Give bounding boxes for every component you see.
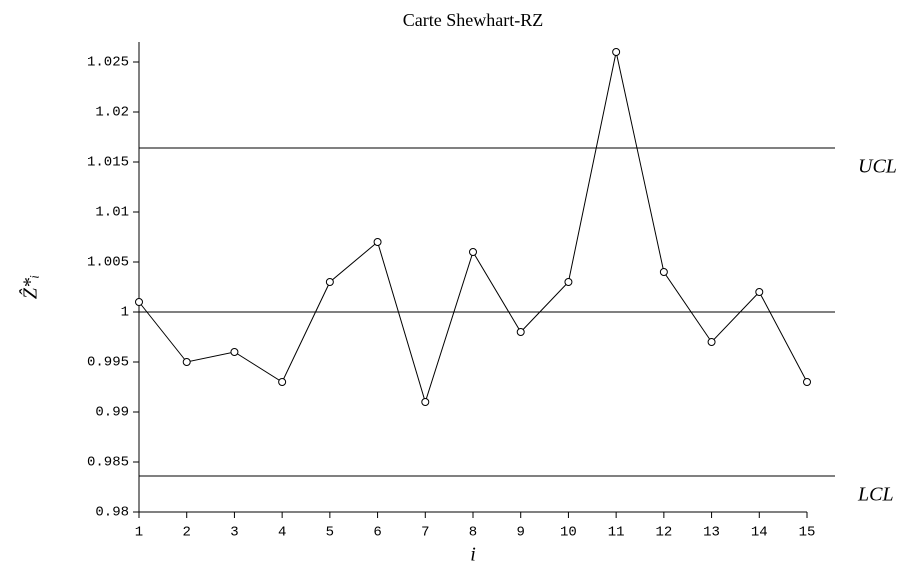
y-tick-label: 0.98: [95, 505, 129, 521]
data-point: [564, 278, 573, 286]
x-tick-label: 2: [183, 525, 191, 541]
data-point: [755, 288, 764, 296]
y-tick-label: 0.99: [95, 405, 129, 421]
control-label: LCL: [857, 484, 894, 506]
x-tick-label: 8: [469, 525, 477, 541]
x-tick-label: 15: [799, 525, 816, 541]
data-line: [138, 51, 808, 404]
x-tick-label: 5: [326, 525, 334, 541]
data-point: [469, 248, 477, 256]
data-point: [421, 398, 430, 406]
data-point: [325, 278, 334, 286]
x-tick-label: 13: [703, 525, 720, 541]
x-tick-label: 14: [751, 525, 768, 541]
x-tick-label: 1: [135, 525, 143, 541]
x-tick-label: 3: [230, 525, 238, 541]
y-tick-label: 1.005: [87, 255, 129, 271]
x-axis-label: i: [470, 544, 476, 566]
x-tick-label: 12: [655, 525, 672, 541]
data-point: [373, 238, 382, 246]
y-axis-label: Ẑ*ᵢ: [19, 275, 42, 299]
x-tick-label: 10: [560, 525, 577, 541]
x-tick-label: 11: [608, 525, 625, 541]
y-tick-label: 1.02: [95, 105, 129, 121]
control-label: UCL: [858, 156, 897, 178]
data-point: [659, 268, 668, 276]
data-point: [516, 328, 525, 336]
data-point: [278, 378, 287, 386]
data-point: [182, 358, 191, 366]
y-tick-label: 1.015: [87, 155, 129, 171]
y-tick-label: 1: [121, 305, 129, 321]
x-tick-label: 9: [517, 525, 525, 541]
data-point: [135, 298, 143, 306]
data-point: [803, 378, 811, 386]
x-tick-label: 6: [373, 525, 381, 541]
y-tick-label: 1.01: [95, 205, 129, 221]
y-tick-label: 0.995: [87, 355, 129, 371]
data-point: [707, 338, 716, 346]
chart-title: Carte Shewhart-RZ: [403, 10, 543, 30]
x-tick-label: 7: [421, 525, 429, 541]
x-tick-label: 4: [278, 525, 286, 541]
y-tick-label: 0.985: [87, 455, 129, 471]
y-tick-label: 1.025: [87, 55, 129, 71]
data-point: [230, 348, 239, 356]
data-point: [612, 48, 621, 56]
